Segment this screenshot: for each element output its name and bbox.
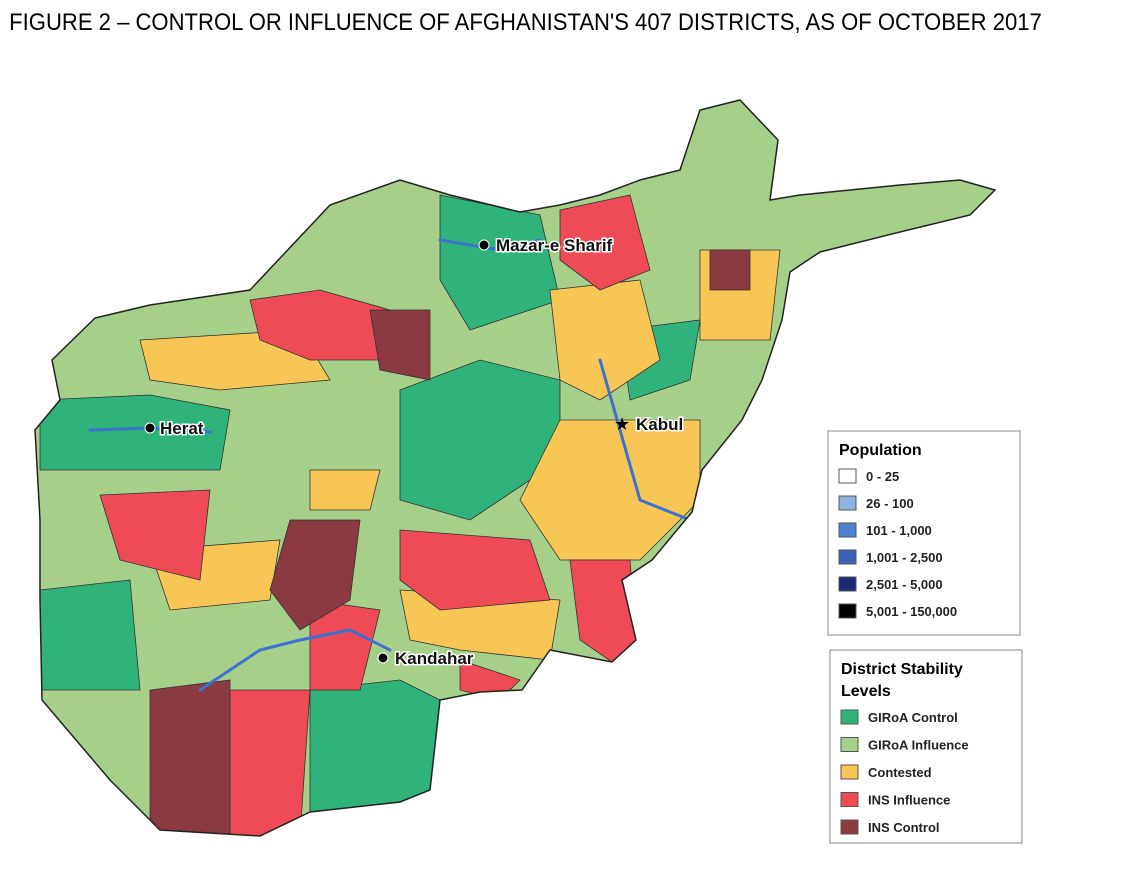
legend-title: Levels bbox=[841, 683, 891, 700]
legend-swatch bbox=[840, 737, 859, 752]
legend-title: Population bbox=[839, 442, 922, 459]
legend-label: 5,001 - 150,000 bbox=[866, 604, 957, 619]
legend-label: 26 - 100 bbox=[866, 496, 914, 511]
legend-box bbox=[827, 430, 1021, 636]
legends: Population 0 - 25 26 - 100 101 - 1,000 1,001… bbox=[827, 430, 1023, 844]
legend-label: 2,501 - 5,000 bbox=[866, 577, 943, 592]
legend-label: INS Influence bbox=[868, 793, 950, 808]
legend-swatch bbox=[838, 549, 857, 565]
legend-swatch bbox=[840, 764, 859, 780]
legend-swatch bbox=[838, 603, 857, 619]
city-dot bbox=[478, 239, 490, 251]
title: FIGURE 2 – CONTROL OR INFLUENCE OF AFGHA… bbox=[9, 8, 1042, 35]
legend-swatch bbox=[840, 792, 859, 807]
city-label: Herat bbox=[160, 419, 204, 438]
city-label: Mazar-e Sharif bbox=[496, 236, 613, 255]
legend-label: 0 - 25 bbox=[866, 469, 899, 484]
city-star: ★ bbox=[614, 414, 630, 434]
legend-label: GIRoA Control bbox=[868, 710, 958, 725]
legend-label: Contested bbox=[868, 765, 932, 780]
legend-swatch bbox=[838, 495, 857, 511]
city-dot bbox=[377, 652, 389, 664]
legend-swatch bbox=[838, 576, 857, 592]
legend-swatch bbox=[838, 468, 857, 484]
legend-label: INS Control bbox=[868, 820, 940, 835]
city-dot bbox=[144, 422, 156, 434]
legend-label: 101 - 1,000 bbox=[866, 523, 932, 538]
legend-box bbox=[829, 649, 1023, 844]
country-border bbox=[34, 99, 997, 837]
legend-swatch bbox=[838, 522, 857, 538]
legend-swatch bbox=[840, 819, 859, 835]
legend-swatch bbox=[840, 709, 859, 725]
city-label: Kandahar bbox=[395, 649, 474, 668]
legend-title: District Stability bbox=[841, 661, 963, 678]
legend-label: GIRoA Influence bbox=[868, 738, 969, 753]
legend-label: 1,001 - 2,500 bbox=[866, 550, 943, 565]
city-label: Kabul bbox=[636, 415, 683, 434]
